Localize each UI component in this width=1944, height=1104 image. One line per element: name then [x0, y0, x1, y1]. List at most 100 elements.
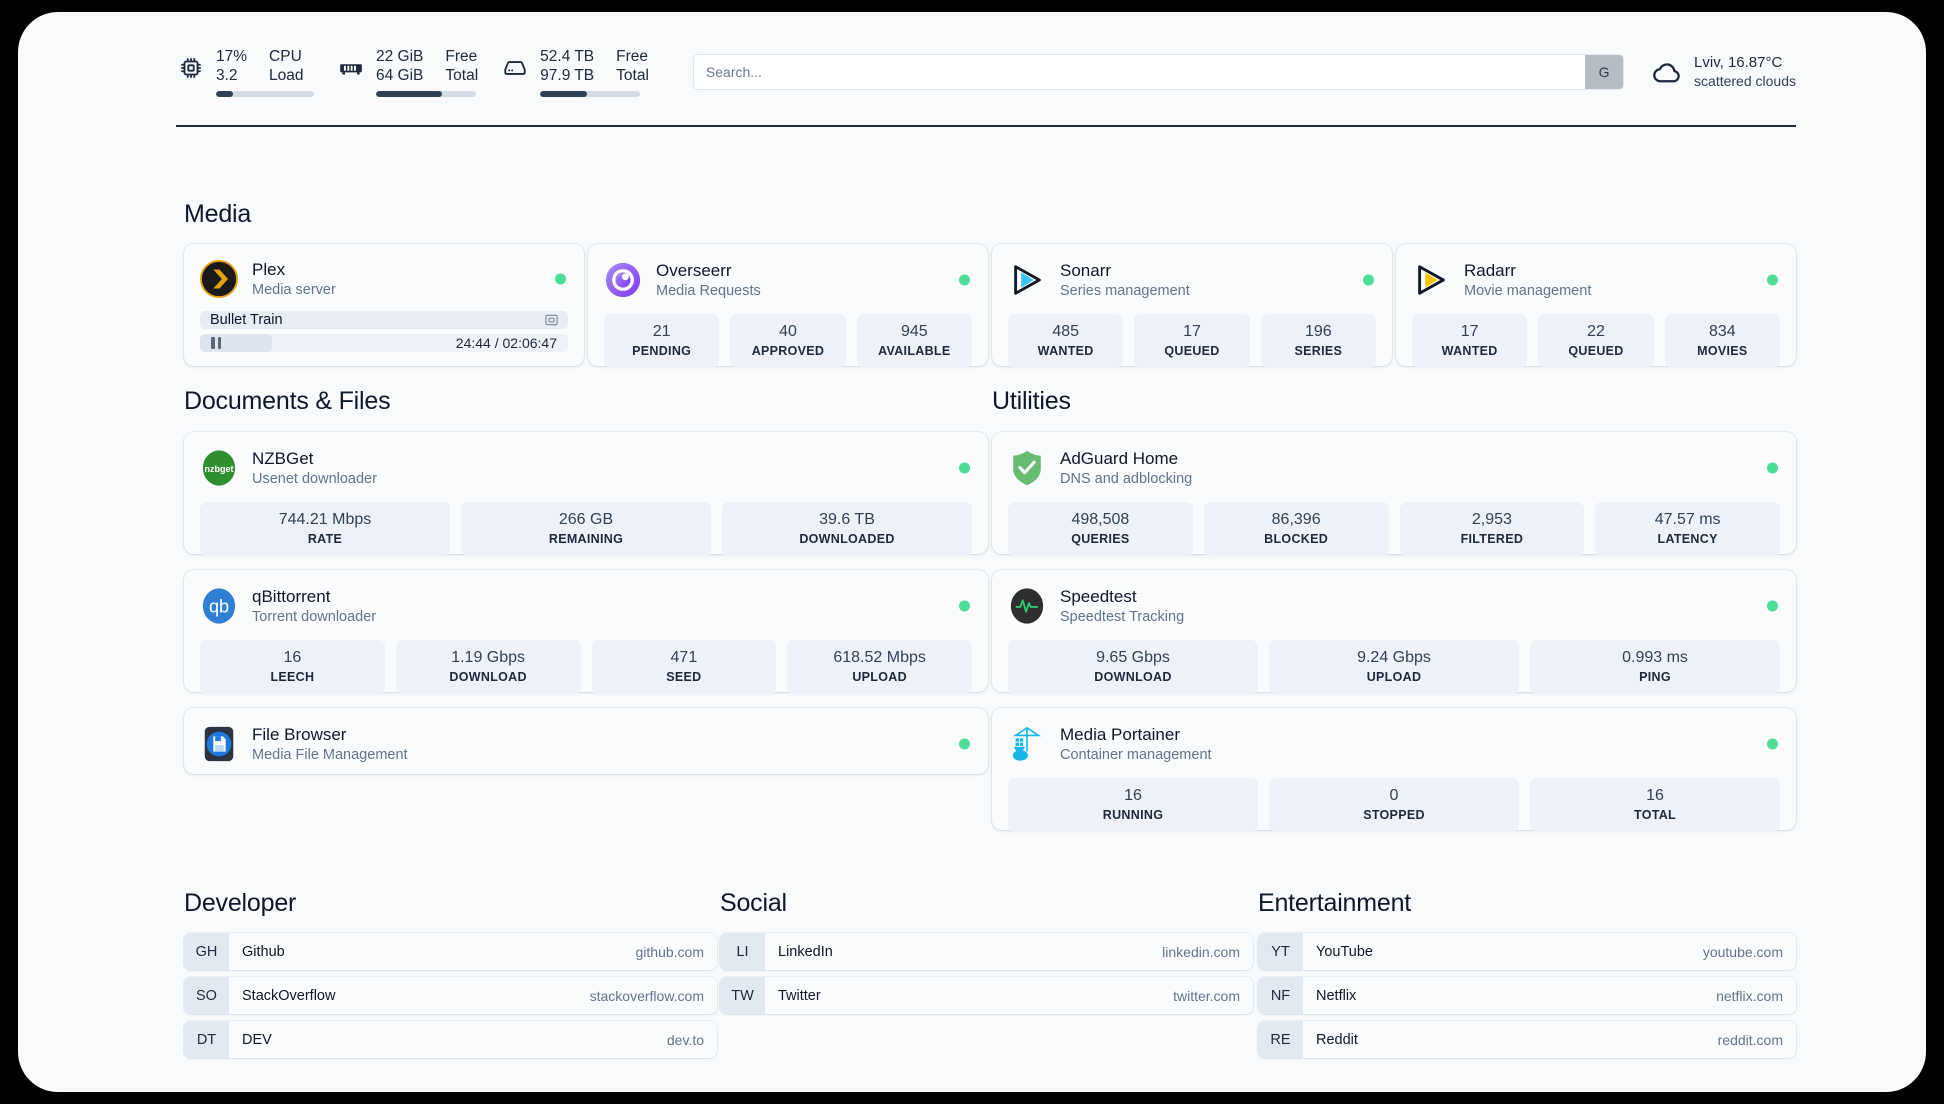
card-filebrowser[interactable]: File Browser Media File Management: [184, 708, 988, 774]
overseerr-icon: [604, 261, 642, 299]
bookmark-item-dev[interactable]: DT DEV dev.to: [184, 1021, 717, 1058]
bookmark-item-youtube[interactable]: YT YouTube youtube.com: [1258, 933, 1796, 970]
app-subtitle: Speedtest Tracking: [1060, 608, 1185, 625]
ram-free-value: 22 GiB: [376, 48, 424, 65]
cpu-usage-bar-fill: [216, 91, 233, 97]
search-submit-button[interactable]: G: [1585, 55, 1624, 89]
disk-label-top: Free: [616, 48, 649, 65]
weather-temperature: Lviv, 16.87°C: [1694, 54, 1783, 71]
stats-row: 16 LEECH 1.19 Gbps DOWNLOAD 471 SEED 618…: [200, 640, 972, 694]
stat-value: 16: [1646, 787, 1664, 804]
stat-cell: 744.21 Mbps RATE: [200, 502, 450, 556]
stat-value: 17: [1460, 323, 1479, 340]
ram-total-value: 64 GiB: [376, 67, 424, 84]
section-title-media: Media: [184, 200, 252, 228]
bookmark-item-linkedin[interactable]: LI LinkedIn linkedin.com: [720, 933, 1253, 970]
ram-stat-group: 22 GiB 64 GiB Free Total: [336, 47, 478, 97]
stat-value: 0: [1389, 787, 1399, 804]
bookmark-item-twitter[interactable]: TW Twitter twitter.com: [720, 977, 1253, 1014]
card-header: Media Portainer Container management: [1008, 722, 1780, 766]
stat-cell: 47.57 ms LATENCY: [1595, 502, 1780, 556]
bookmark-item-github[interactable]: GH Github github.com: [184, 933, 717, 970]
card-header: Sonarr Series management: [1008, 258, 1376, 302]
card-nzbget[interactable]: nzbget NZBGet Usenet downloader 744.21 M…: [184, 432, 988, 556]
speedtest-icon: [1008, 587, 1046, 625]
bookmark-item-netflix[interactable]: NF Netflix netflix.com: [1258, 977, 1796, 1014]
bookmark-group-developer: GH Github github.com SO StackOverflow st…: [184, 933, 717, 1058]
search-input[interactable]: [693, 55, 1586, 89]
stats-row: 16 RUNNING 0 STOPPED 16 TOTAL: [1008, 778, 1780, 832]
stat-label: TOTAL: [1633, 808, 1676, 822]
stat-label: MOVIES: [1697, 344, 1748, 358]
stat-label: PING: [1639, 670, 1671, 684]
bookmark-name: StackOverflow: [242, 987, 336, 1004]
stat-cell: 0 STOPPED: [1269, 778, 1519, 832]
weather-description: scattered clouds: [1694, 73, 1796, 89]
plex-progress-bar[interactable]: 24:44 / 02:06:47: [200, 334, 568, 352]
stat-cell: 40 APPROVED: [730, 314, 846, 368]
stat-value: 471: [670, 649, 698, 666]
stat-label: STOPPED: [1363, 808, 1425, 822]
stat-cell: 9.65 Gbps DOWNLOAD: [1008, 640, 1258, 694]
card-plex[interactable]: Plex Media server Bullet Train 24:44 / 0…: [184, 244, 584, 366]
stat-label: RUNNING: [1102, 808, 1164, 822]
card-portainer[interactable]: Media Portainer Container management 16 …: [992, 708, 1796, 832]
stats-row: 498,508 QUERIES 86,396 BLOCKED 2,953 FIL…: [1008, 502, 1780, 556]
stat-cell: 16 TOTAL: [1530, 778, 1780, 832]
card-header: Speedtest Speedtest Tracking: [1008, 584, 1780, 628]
app-subtitle: Series management: [1060, 282, 1190, 299]
stat-value: 485: [1052, 323, 1080, 340]
stat-value: 16: [1124, 787, 1142, 804]
status-indicator-online: [959, 274, 970, 286]
stat-cell: 618.52 Mbps UPLOAD: [787, 640, 972, 694]
status-indicator-online: [555, 273, 566, 285]
stat-cell: 16 RUNNING: [1008, 778, 1258, 832]
card-header: Radarr Movie management: [1412, 258, 1780, 302]
bookmark-url: youtube.com: [1702, 943, 1783, 960]
header-bar: 17% 3.2 CPU Load: [176, 36, 1796, 108]
app-name: Speedtest: [1060, 586, 1137, 606]
stat-label: UPLOAD: [852, 670, 907, 684]
pause-icon[interactable]: [211, 337, 221, 349]
disk-stat-group: 52.4 TB 97.9 TB Free Total: [500, 47, 649, 97]
card-header: Plex Media server: [200, 258, 568, 300]
stat-cell: 17 WANTED: [1412, 314, 1528, 368]
cpu-usage-percent: 17%: [216, 48, 248, 65]
card-overseerr[interactable]: Overseerr Media Requests 21 PENDING 40 A…: [588, 244, 988, 368]
card-adguard[interactable]: AdGuard Home DNS and adblocking 498,508 …: [992, 432, 1796, 556]
stat-label: SERIES: [1294, 344, 1343, 358]
stat-label: WANTED: [1037, 344, 1094, 358]
stat-label: DOWNLOAD: [449, 670, 527, 684]
stat-value: 834: [1708, 323, 1736, 340]
search-box[interactable]: G: [692, 54, 1625, 90]
stat-label: RATE: [307, 532, 343, 546]
stat-label: QUERIES: [1071, 532, 1130, 546]
card-radarr[interactable]: Radarr Movie management 17 WANTED 22 QUE…: [1396, 244, 1796, 368]
stat-cell: 1.19 Gbps DOWNLOAD: [395, 640, 581, 694]
stat-label: QUEUED: [1568, 344, 1624, 358]
card-qbittorrent[interactable]: qb qBittorrent Torrent downloader 16 LEE…: [184, 570, 988, 694]
bookmark-item-stackoverflow[interactable]: SO StackOverflow stackoverflow.com: [184, 977, 717, 1014]
stat-label: DOWNLOADED: [799, 532, 895, 546]
stat-value: 9.24 Gbps: [1357, 649, 1431, 666]
stat-cell: 21 PENDING: [604, 314, 720, 368]
app-name: Sonarr: [1060, 260, 1112, 280]
stat-cell: 0.993 ms PING: [1530, 640, 1780, 694]
app-subtitle: Container management: [1060, 746, 1212, 763]
bookmark-name: YouTube: [1316, 943, 1373, 960]
card-speedtest[interactable]: Speedtest Speedtest Tracking 9.65 Gbps D…: [992, 570, 1796, 694]
card-header: AdGuard Home DNS and adblocking: [1008, 446, 1780, 490]
app-name: File Browser: [252, 724, 347, 744]
app-subtitle: Media Requests: [656, 282, 761, 299]
app-name: qBittorrent: [252, 586, 331, 606]
bookmark-item-reddit[interactable]: RE Reddit reddit.com: [1258, 1021, 1796, 1058]
stat-label: BLOCKED: [1264, 532, 1329, 546]
nzbget-icon: nzbget: [200, 449, 238, 487]
stat-label: LEECH: [270, 670, 315, 684]
stat-cell: 16 LEECH: [200, 640, 385, 694]
card-sonarr[interactable]: Sonarr Series management 485 WANTED 17 Q…: [992, 244, 1392, 368]
disk-free-value: 52.4 TB: [540, 48, 595, 65]
cast-icon[interactable]: [544, 313, 559, 328]
stat-value: 2,953: [1471, 511, 1512, 528]
radarr-icon: [1412, 261, 1450, 299]
